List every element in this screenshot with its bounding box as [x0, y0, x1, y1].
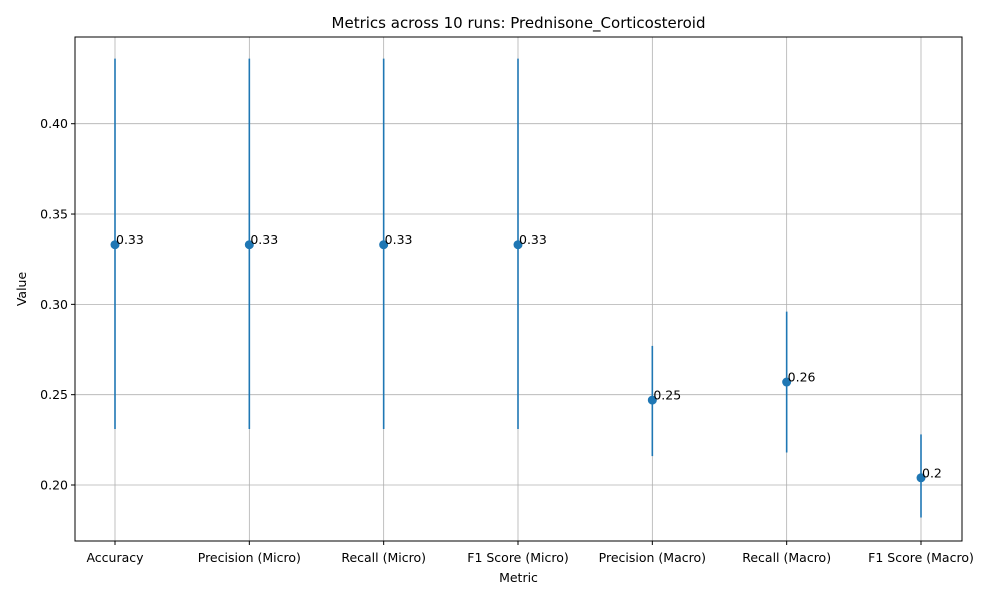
data-point — [782, 377, 792, 387]
data-point — [916, 473, 926, 483]
x-tick-label: Recall (Macro) — [742, 550, 831, 565]
data-point — [647, 395, 657, 405]
data-point — [379, 240, 389, 250]
data-point — [513, 240, 523, 250]
data-point — [110, 240, 120, 250]
data-label: 0.33 — [250, 232, 278, 247]
data-label: 0.25 — [653, 388, 681, 403]
y-tick-label: 0.25 — [40, 387, 68, 402]
y-tick-label: 0.30 — [40, 297, 68, 312]
x-tick-label: Recall (Micro) — [341, 550, 426, 565]
data-label: 0.33 — [116, 232, 144, 247]
x-tick-label: F1 Score (Macro) — [868, 550, 974, 565]
error-bar-series: 0.33 0.33 0.33 0.33 0.25 0.26 0.2 — [110, 58, 942, 518]
x-tick-label: F1 Score (Micro) — [467, 550, 569, 565]
x-tick-label: Accuracy — [86, 550, 144, 565]
x-tick-label: Precision (Micro) — [198, 550, 301, 565]
data-label: 0.26 — [788, 370, 816, 385]
data-label: 0.33 — [385, 232, 413, 247]
data-label: 0.2 — [922, 465, 942, 480]
data-point — [244, 240, 254, 250]
y-axis-label: Value — [14, 272, 29, 307]
y-tick-label: 0.20 — [40, 478, 68, 493]
data-label: 0.33 — [519, 232, 547, 247]
y-tick-label: 0.35 — [40, 207, 68, 222]
x-tick-label: Precision (Macro) — [599, 550, 706, 565]
chart-title: Metrics across 10 runs: Prednisone_Corti… — [332, 14, 706, 33]
y-tick-label: 0.40 — [40, 116, 68, 131]
x-axis-label: Metric — [499, 570, 538, 585]
axis-ticks: Accuracy Precision (Micro) Recall (Micro) F… — [40, 116, 974, 565]
